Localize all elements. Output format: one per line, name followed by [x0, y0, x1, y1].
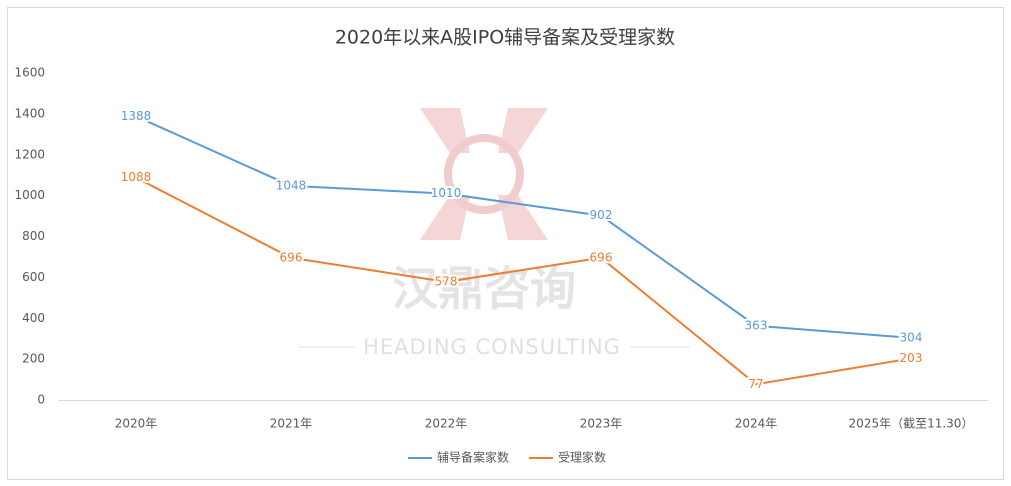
series-line	[135, 176, 912, 386]
y-tick-label: 1200	[14, 147, 45, 161]
data-label: 696	[590, 250, 613, 264]
data-label: 203	[900, 351, 923, 365]
y-tick-label: 600	[22, 270, 45, 284]
legend-label: 受理家数	[558, 450, 606, 465]
y-tick-label: 1000	[14, 188, 45, 202]
data-label: 1388	[121, 109, 152, 123]
data-label: 902	[590, 208, 613, 222]
data-label: 363	[745, 318, 768, 332]
watermark-logo	[420, 108, 548, 240]
chart-title: 2020年以来A股IPO辅导备案及受理家数	[335, 27, 675, 49]
data-label: 1048	[276, 178, 307, 192]
x-tick-label: 2020年	[115, 417, 158, 431]
x-tick-label: 2025年（截至11.30）	[849, 417, 974, 431]
y-tick-label: 400	[22, 311, 45, 325]
legend-label: 辅导备案家数	[437, 450, 509, 465]
x-tick-label: 2022年	[425, 417, 468, 431]
y-tick-label: 800	[22, 229, 45, 243]
chart-border	[7, 7, 1004, 480]
data-label: 1010	[431, 186, 462, 200]
data-label: 1088	[121, 170, 152, 184]
data-label: 578	[435, 274, 458, 288]
series-line	[135, 115, 912, 339]
watermark-cn: 汉鼎咨询	[392, 262, 576, 316]
data-label: 304	[900, 330, 923, 344]
y-tick-label: 200	[22, 352, 45, 366]
x-tick-label: 2024年	[735, 417, 778, 431]
watermark: 汉鼎咨询 HEADING CONSULTING	[298, 108, 690, 359]
y-tick-label: 1400	[14, 106, 45, 120]
y-tick-label: 0	[37, 393, 45, 407]
watermark-en: HEADING CONSULTING	[363, 335, 621, 359]
y-tick-label: 1600	[14, 66, 45, 80]
x-tick-label: 2023年	[580, 417, 623, 431]
data-label: 696	[280, 250, 303, 264]
watermark-logo-ring	[444, 134, 524, 214]
x-tick-label: 2021年	[270, 417, 313, 431]
data-label: 77	[748, 377, 763, 391]
